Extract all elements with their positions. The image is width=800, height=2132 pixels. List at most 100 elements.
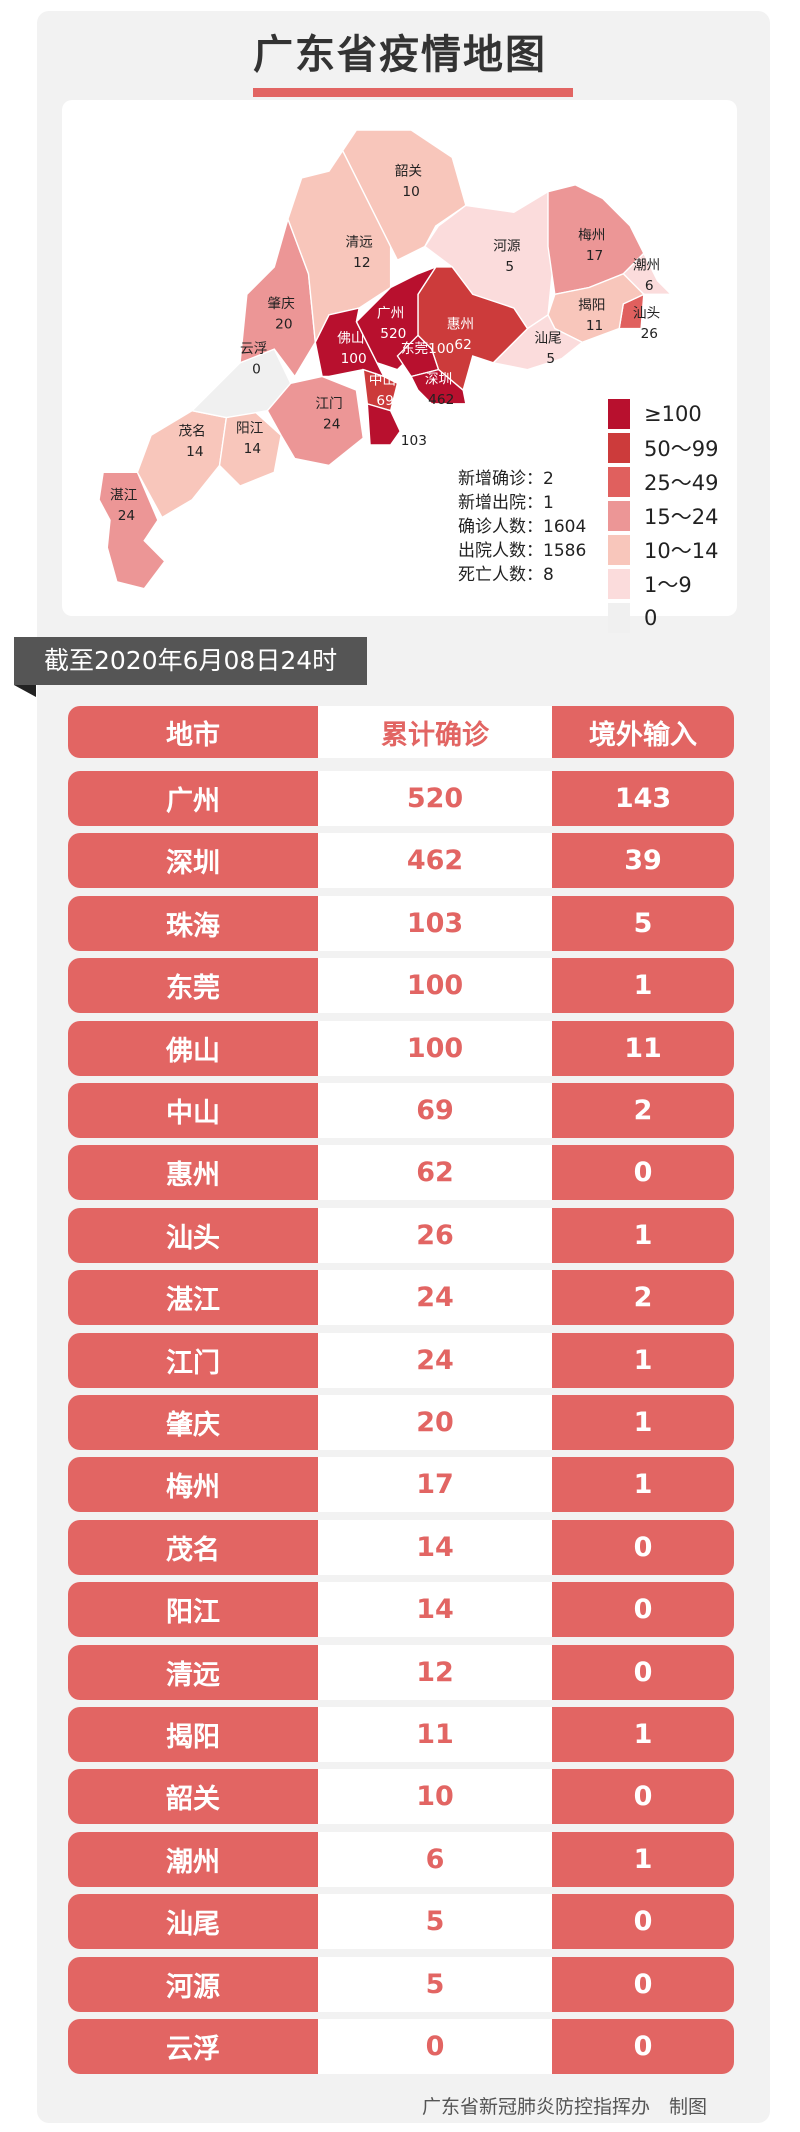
imported-cell: 1: [552, 1707, 734, 1762]
imported-cell: 0: [552, 1769, 734, 1825]
city-cell: 阳江: [68, 1582, 318, 1638]
city-cell: 珠海: [68, 895, 318, 951]
confirmed-cell: 20: [318, 1395, 552, 1450]
map-region: [98, 471, 166, 590]
confirmed-cell: 62: [318, 1145, 552, 1201]
city-cell: 江门: [68, 1332, 318, 1388]
imported-cell: 39: [552, 833, 734, 889]
region-name-label: 潮州: [633, 258, 660, 274]
summary-stats: 新增确诊：2 新增出院：1 确诊人数：1604 出院人数：1586 死亡人数：8: [458, 467, 586, 587]
table-row: 云浮 0 0: [68, 2019, 734, 2074]
table-row: 韶关 10 0: [68, 1769, 734, 1825]
legend-label: 25～49: [644, 471, 719, 495]
confirmed-cell: 12: [318, 1644, 552, 1700]
confirmed-cell: 14: [318, 1582, 552, 1638]
table-row: 梅州 17 1: [68, 1457, 734, 1513]
region-name-label: 韶关: [395, 163, 423, 179]
legend-label: ≥100: [644, 402, 702, 426]
region-name-label: 清远: [345, 234, 373, 250]
map-region: [396, 334, 440, 378]
imported-cell: 境外输入: [552, 706, 734, 758]
region-value-label: 0: [252, 362, 261, 378]
legend-item: 15～24: [608, 499, 718, 533]
confirmed-cell: 5: [318, 1894, 552, 1950]
table-row: 湛江 24 2: [68, 1270, 734, 1326]
date-banner: 截至2020年6月08日24时: [14, 637, 367, 685]
region-value-label: 462: [428, 392, 454, 408]
city-cell: 深圳: [68, 833, 318, 889]
city-cell: 河源: [68, 1956, 318, 2012]
region-name-label: 中山: [369, 373, 396, 389]
imported-cell: 0: [552, 1894, 734, 1950]
legend-swatch: [608, 569, 630, 599]
confirmed-cell: 14: [318, 1519, 552, 1575]
region-name-label: 湛江: [110, 488, 138, 504]
imported-cell: 0: [552, 1145, 734, 1201]
table-row: 广州 520 143: [68, 771, 734, 826]
confirmed-cell: 累计确诊: [318, 706, 552, 758]
region-name-label: 肇庆: [267, 296, 295, 312]
city-cell: 云浮: [68, 2019, 318, 2074]
city-cell: 广州: [68, 771, 318, 826]
imported-cell: 1: [552, 1831, 734, 1887]
legend-swatch: [608, 535, 630, 565]
city-cell: 茂名: [68, 1519, 318, 1575]
imported-cell: 1: [552, 958, 734, 1014]
legend-swatch: [608, 501, 630, 531]
city-cell: 汕头: [68, 1207, 318, 1263]
region-value-label: 6: [645, 278, 654, 294]
region-name-label: 揭阳: [578, 297, 605, 313]
region-name-label: 深圳: [425, 371, 452, 387]
region-value-label: 26: [641, 326, 658, 342]
legend-item: 1～9: [608, 567, 718, 601]
table-row: 汕尾 5 0: [68, 1894, 734, 1950]
legend-item: ≥100: [608, 397, 718, 431]
confirmed-cell: 10: [318, 1769, 552, 1825]
region-name-label: 江门: [315, 396, 342, 412]
map-region: [266, 375, 364, 467]
table-row: 惠州 62 0: [68, 1145, 734, 1201]
imported-cell: 143: [552, 771, 734, 826]
table-row: 茂名 14 0: [68, 1519, 734, 1575]
region-value-label: 24: [323, 416, 340, 432]
map-region: [287, 149, 392, 345]
stat-line: 死亡人数：8: [458, 565, 554, 585]
table-row: 潮州 6 1: [68, 1831, 734, 1887]
region-value-label: 24: [118, 508, 135, 524]
imported-cell: 1: [552, 1457, 734, 1513]
stat-line: 出院人数：1586: [458, 541, 587, 561]
city-cell: 汕尾: [68, 1894, 318, 1950]
city-cell: 梅州: [68, 1457, 318, 1513]
legend-swatch: [608, 467, 630, 497]
stat-line: 确诊人数：1604: [458, 517, 587, 537]
table-row: 河源 5 0: [68, 1956, 734, 2012]
city-cell: 东莞: [68, 958, 318, 1014]
banner-fold: [14, 685, 36, 697]
region-name-label: 汕尾: [534, 330, 561, 346]
map-panel: 湛江 24 茂名 14 阳江 14 云浮 0 肇庆 20 江门 24 清远 12 韶关 10 河源 5 梅州 17 潮州…: [62, 100, 737, 616]
confirmed-cell: 17: [318, 1457, 552, 1513]
imported-cell: 0: [552, 1582, 734, 1638]
region-name-label: 河源: [493, 239, 521, 255]
region-value-label: 12: [353, 255, 370, 271]
region-name-label: 惠州: [447, 317, 474, 333]
table-row: 阳江 14 0: [68, 1582, 734, 1638]
legend-item: 25～49: [608, 465, 718, 499]
city-cell: 潮州: [68, 1831, 318, 1887]
region-value-label: 14: [186, 444, 203, 460]
map-region: [410, 368, 467, 405]
city-cell: 惠州: [68, 1145, 318, 1201]
table-row: 江门 24 1: [68, 1332, 734, 1388]
imported-cell: 5: [552, 895, 734, 951]
confirmed-cell: 24: [318, 1332, 552, 1388]
region-value-label: 5: [546, 351, 555, 367]
page-title: 广东省疫情地图: [253, 32, 547, 78]
map-region: [491, 313, 584, 371]
confirmed-cell: 24: [318, 1270, 552, 1326]
region-value-label: 100: [341, 351, 367, 367]
confirmed-cell: 100: [318, 958, 552, 1014]
imported-cell: 1: [552, 1332, 734, 1388]
imported-cell: 0: [552, 1519, 734, 1575]
imported-cell: 0: [552, 2019, 734, 2074]
imported-cell: 2: [552, 1270, 734, 1326]
